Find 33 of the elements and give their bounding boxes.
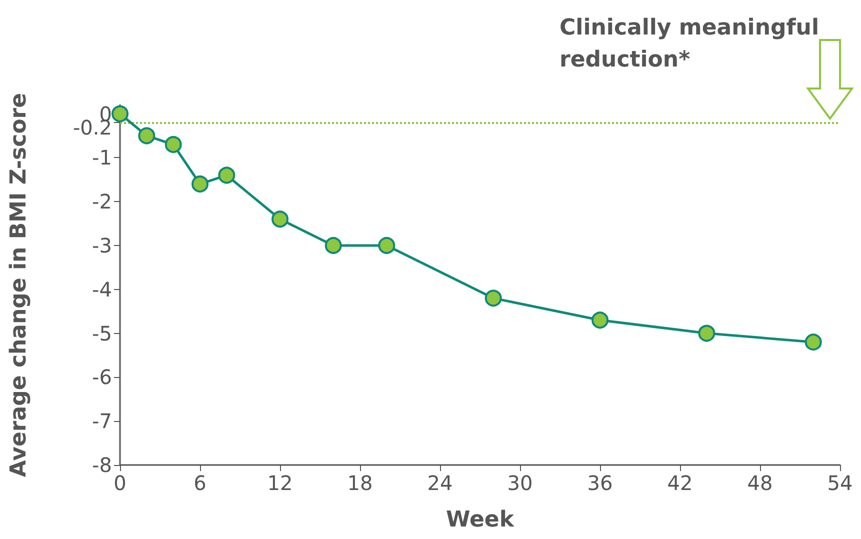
y-tick-label: -5 bbox=[92, 321, 112, 346]
x-tick-label: 36 bbox=[587, 471, 613, 495]
x-tick-label: 30 bbox=[507, 471, 533, 495]
point bbox=[192, 176, 208, 193]
x-tick-label: 18 bbox=[347, 471, 373, 495]
point bbox=[218, 166, 236, 184]
y-tick-label: -4 bbox=[92, 277, 112, 302]
x-tick-label: 54 bbox=[827, 471, 853, 495]
x-tick-label: 6 bbox=[194, 471, 206, 495]
x-tick-label: 12 bbox=[267, 471, 293, 495]
x-tick-label: 24 bbox=[427, 471, 453, 495]
point bbox=[324, 236, 342, 254]
y-tick-label: -7 bbox=[92, 409, 112, 434]
y-tick-label: -2 bbox=[92, 190, 112, 214]
point bbox=[138, 127, 156, 144]
point bbox=[804, 334, 822, 351]
x-axis-title: Week bbox=[446, 508, 516, 532]
x-tick-label: 42 bbox=[667, 471, 693, 495]
y-tick-label: -8 bbox=[92, 453, 112, 477]
x-tick-label: 48 bbox=[747, 471, 773, 495]
y-tick-label: -6 bbox=[92, 365, 112, 390]
y-axis-title: Average change in BMI Z-score bbox=[6, 92, 32, 478]
y-tick-label: -1 bbox=[92, 146, 112, 170]
y-tick-label: -3 bbox=[92, 233, 112, 258]
x-tick-label: 0 bbox=[114, 471, 126, 495]
point bbox=[112, 105, 128, 122]
point bbox=[698, 324, 716, 342]
point bbox=[164, 136, 182, 154]
point bbox=[592, 312, 608, 329]
point bbox=[484, 290, 502, 307]
point bbox=[378, 236, 396, 254]
point bbox=[272, 210, 288, 228]
ref-line-label: Clinically meaningful reduction* bbox=[560, 16, 820, 72]
